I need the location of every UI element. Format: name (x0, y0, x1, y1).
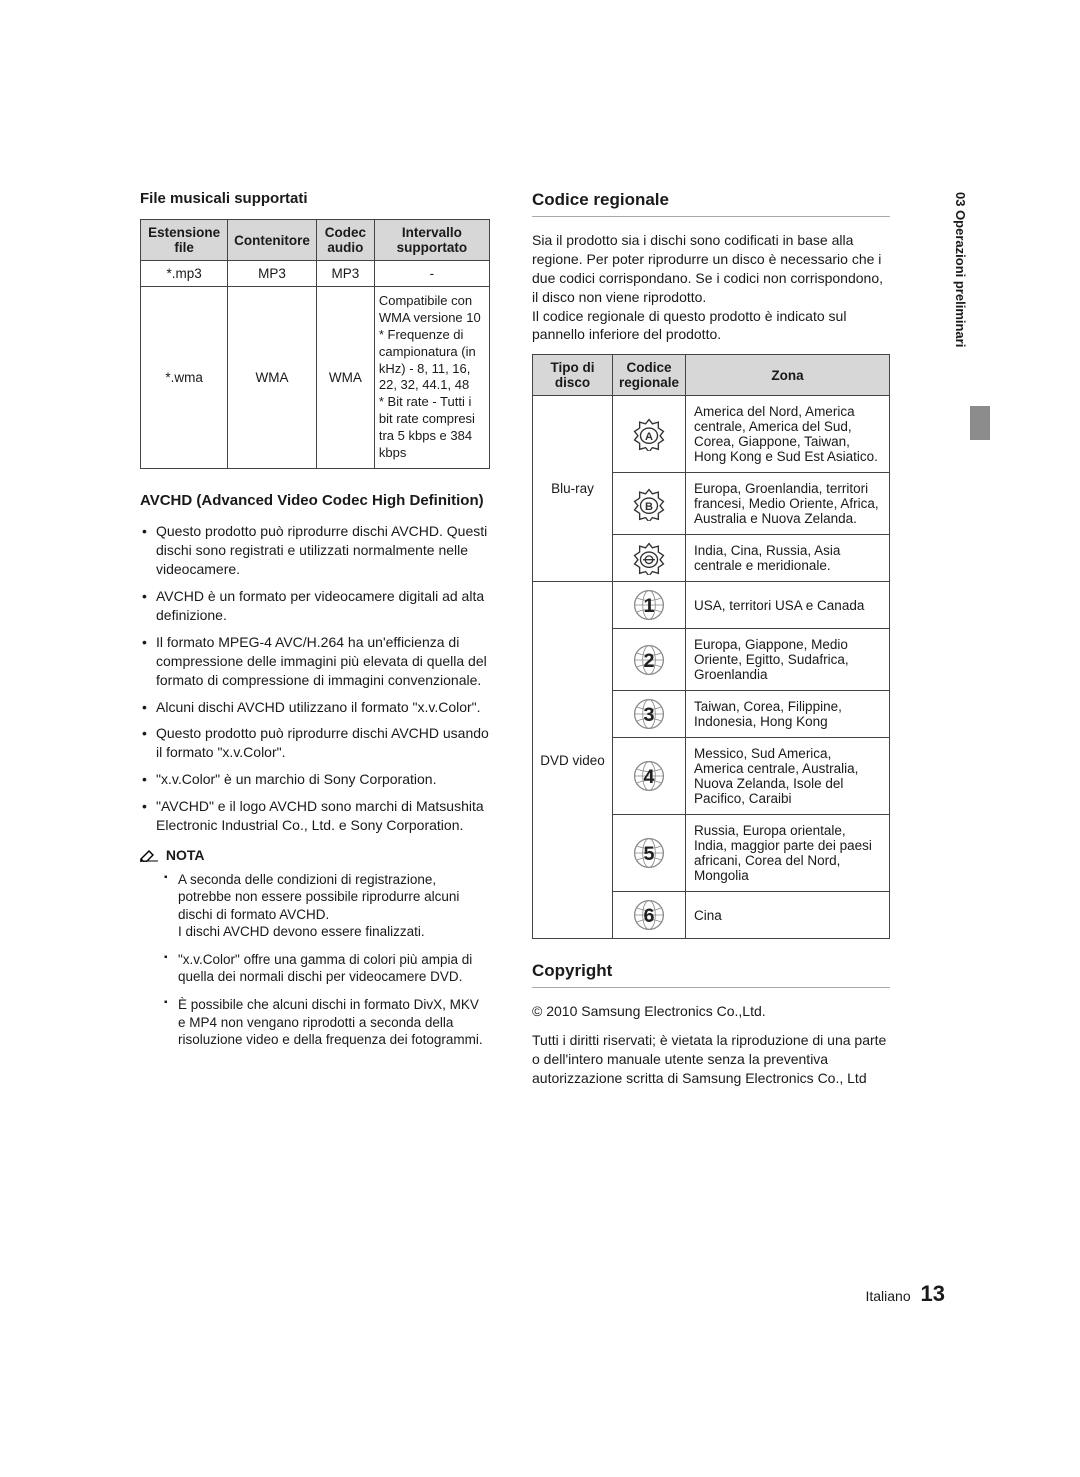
avchd-bullet: "x.v.Color" è un marchio di Sony Corpora… (140, 770, 490, 789)
avchd-bullet: Il formato MPEG-4 AVC/H.264 ha un'effici… (140, 633, 490, 690)
copyright-heading: Copyright (532, 961, 890, 988)
nota-item: A seconda delle condizioni di registrazi… (164, 871, 490, 941)
region-zone-cell: Messico, Sud America, America centrale, … (686, 738, 890, 815)
bluray-region-icon: A (632, 417, 666, 451)
music-th-ext: Estensione file (141, 220, 228, 261)
region-code-cell: 5 (613, 815, 686, 892)
region-zone-cell: Europa, Giappone, Medio Oriente, Egitto,… (686, 629, 890, 691)
svg-text:1: 1 (643, 596, 654, 618)
region-code-cell: 6 (613, 892, 686, 939)
avchd-bullet-list: Questo prodotto può riprodurre dischi AV… (140, 522, 490, 834)
music-row: *.mp3 MP3 MP3 - (141, 261, 490, 287)
region-zone-cell: Cina (686, 892, 890, 939)
region-code-cell: B (613, 473, 686, 535)
music-files-table: Estensione file Contenitore Codec audio … (140, 219, 490, 469)
thumb-index-bar (970, 406, 990, 440)
bluray-region-icon: B (632, 487, 666, 521)
dvd-region-icon: 1 (631, 587, 667, 623)
region-intro: Sia il prodotto sia i dischi sono codifi… (532, 231, 890, 344)
music-row: *.wma WMA WMA Compatibile con WMA versio… (141, 287, 490, 469)
region-code-cell (613, 535, 686, 582)
dvd-region-icon: 3 (631, 696, 667, 732)
music-cell-interval: Compatibile con WMA versione 10 * Freque… (374, 287, 489, 469)
avchd-bullet: "AVCHD" e il logo AVCHD sono marchi di M… (140, 797, 490, 835)
section-tab: 03 Operazioni preliminari (953, 192, 968, 347)
svg-text:3: 3 (643, 705, 654, 727)
avchd-bullet: Alcuni dischi AVCHD utilizzano il format… (140, 698, 490, 717)
music-th-container: Contenitore (228, 220, 317, 261)
music-cell-ext: *.mp3 (141, 261, 228, 287)
nota-label: NOTA (166, 847, 205, 863)
footer-lang: Italiano (865, 1288, 910, 1304)
region-th-zone: Zona (686, 355, 890, 396)
nota-item: È possibile che alcuni dischi in formato… (164, 996, 490, 1049)
music-cell-interval: - (374, 261, 489, 287)
bluray-region-icon (632, 541, 666, 575)
region-zone-cell: America del Nord, America centrale, Amer… (686, 396, 890, 473)
region-zone-cell: India, Cina, Russia, Asia centrale e mer… (686, 535, 890, 582)
region-th-type: Tipo di disco (533, 355, 613, 396)
region-code-heading: Codice regionale (532, 190, 890, 217)
svg-text:2: 2 (643, 650, 654, 672)
region-code-cell: A (613, 396, 686, 473)
region-zone-cell: USA, territori USA e Canada (686, 582, 890, 629)
svg-text:A: A (645, 431, 653, 443)
region-code-cell: 2 (613, 629, 686, 691)
avchd-bullet: Questo prodotto può riprodurre dischi AV… (140, 724, 490, 762)
region-code-cell: 1 (613, 582, 686, 629)
region-table: Tipo di disco Codice regionale Zona Blu-… (532, 354, 890, 939)
dvd-region-icon: 2 (631, 642, 667, 678)
region-zone-cell: Europa, Groenlandia, territori francesi,… (686, 473, 890, 535)
copyright-body: Tutti i diritti riservati; è vietata la … (532, 1031, 890, 1088)
svg-text:6: 6 (643, 906, 654, 928)
region-type-cell: DVD video (533, 582, 613, 939)
music-files-heading: File musicali supportati (140, 190, 490, 207)
avchd-heading: AVCHD (Advanced Video Codec High Definit… (140, 491, 490, 511)
music-cell-ext: *.wma (141, 287, 228, 469)
region-zone-cell: Taiwan, Corea, Filippine, Indonesia, Hon… (686, 691, 890, 738)
svg-text:5: 5 (643, 844, 654, 866)
music-th-interval: Intervallo supportato (374, 220, 489, 261)
region-type-cell: Blu-ray (533, 396, 613, 582)
region-code-cell: 4 (613, 738, 686, 815)
pencil-icon (140, 848, 158, 865)
avchd-bullet: AVCHD è un formato per videocamere digit… (140, 587, 490, 625)
music-cell-codec: MP3 (316, 261, 374, 287)
right-column: Codice regionale Sia il prodotto sia i d… (532, 190, 890, 1098)
avchd-bullet: Questo prodotto può riprodurre dischi AV… (140, 522, 490, 579)
music-cell-container: MP3 (228, 261, 317, 287)
music-cell-codec: WMA (316, 287, 374, 469)
region-zone-cell: Russia, Europa orientale, India, maggior… (686, 815, 890, 892)
footer-page-number: 13 (921, 1281, 945, 1306)
music-cell-container: WMA (228, 287, 317, 469)
region-code-cell: 3 (613, 691, 686, 738)
nota-list: A seconda delle condizioni di registrazi… (164, 871, 490, 1049)
svg-text:B: B (645, 501, 653, 513)
dvd-region-icon: 5 (631, 835, 667, 871)
region-row: DVD video 1 USA, territori USA e Canada (533, 582, 890, 629)
page-footer: Italiano 13 (865, 1281, 945, 1307)
nota-item: "x.v.Color" offre una gamma di colori pi… (164, 951, 490, 986)
nota-heading: NOTA (140, 847, 490, 865)
copyright-line: © 2010 Samsung Electronics Co.,Ltd. (532, 1002, 890, 1021)
music-th-codec: Codec audio (316, 220, 374, 261)
svg-text:4: 4 (643, 767, 654, 789)
dvd-region-icon: 6 (631, 897, 667, 933)
region-th-code: Codice regionale (613, 355, 686, 396)
page-content: File musicali supportati Estensione file… (0, 0, 1080, 1158)
dvd-region-icon: 4 (631, 758, 667, 794)
left-column: File musicali supportati Estensione file… (140, 190, 490, 1098)
region-row: Blu-ray A America del Nord, America cent… (533, 396, 890, 473)
